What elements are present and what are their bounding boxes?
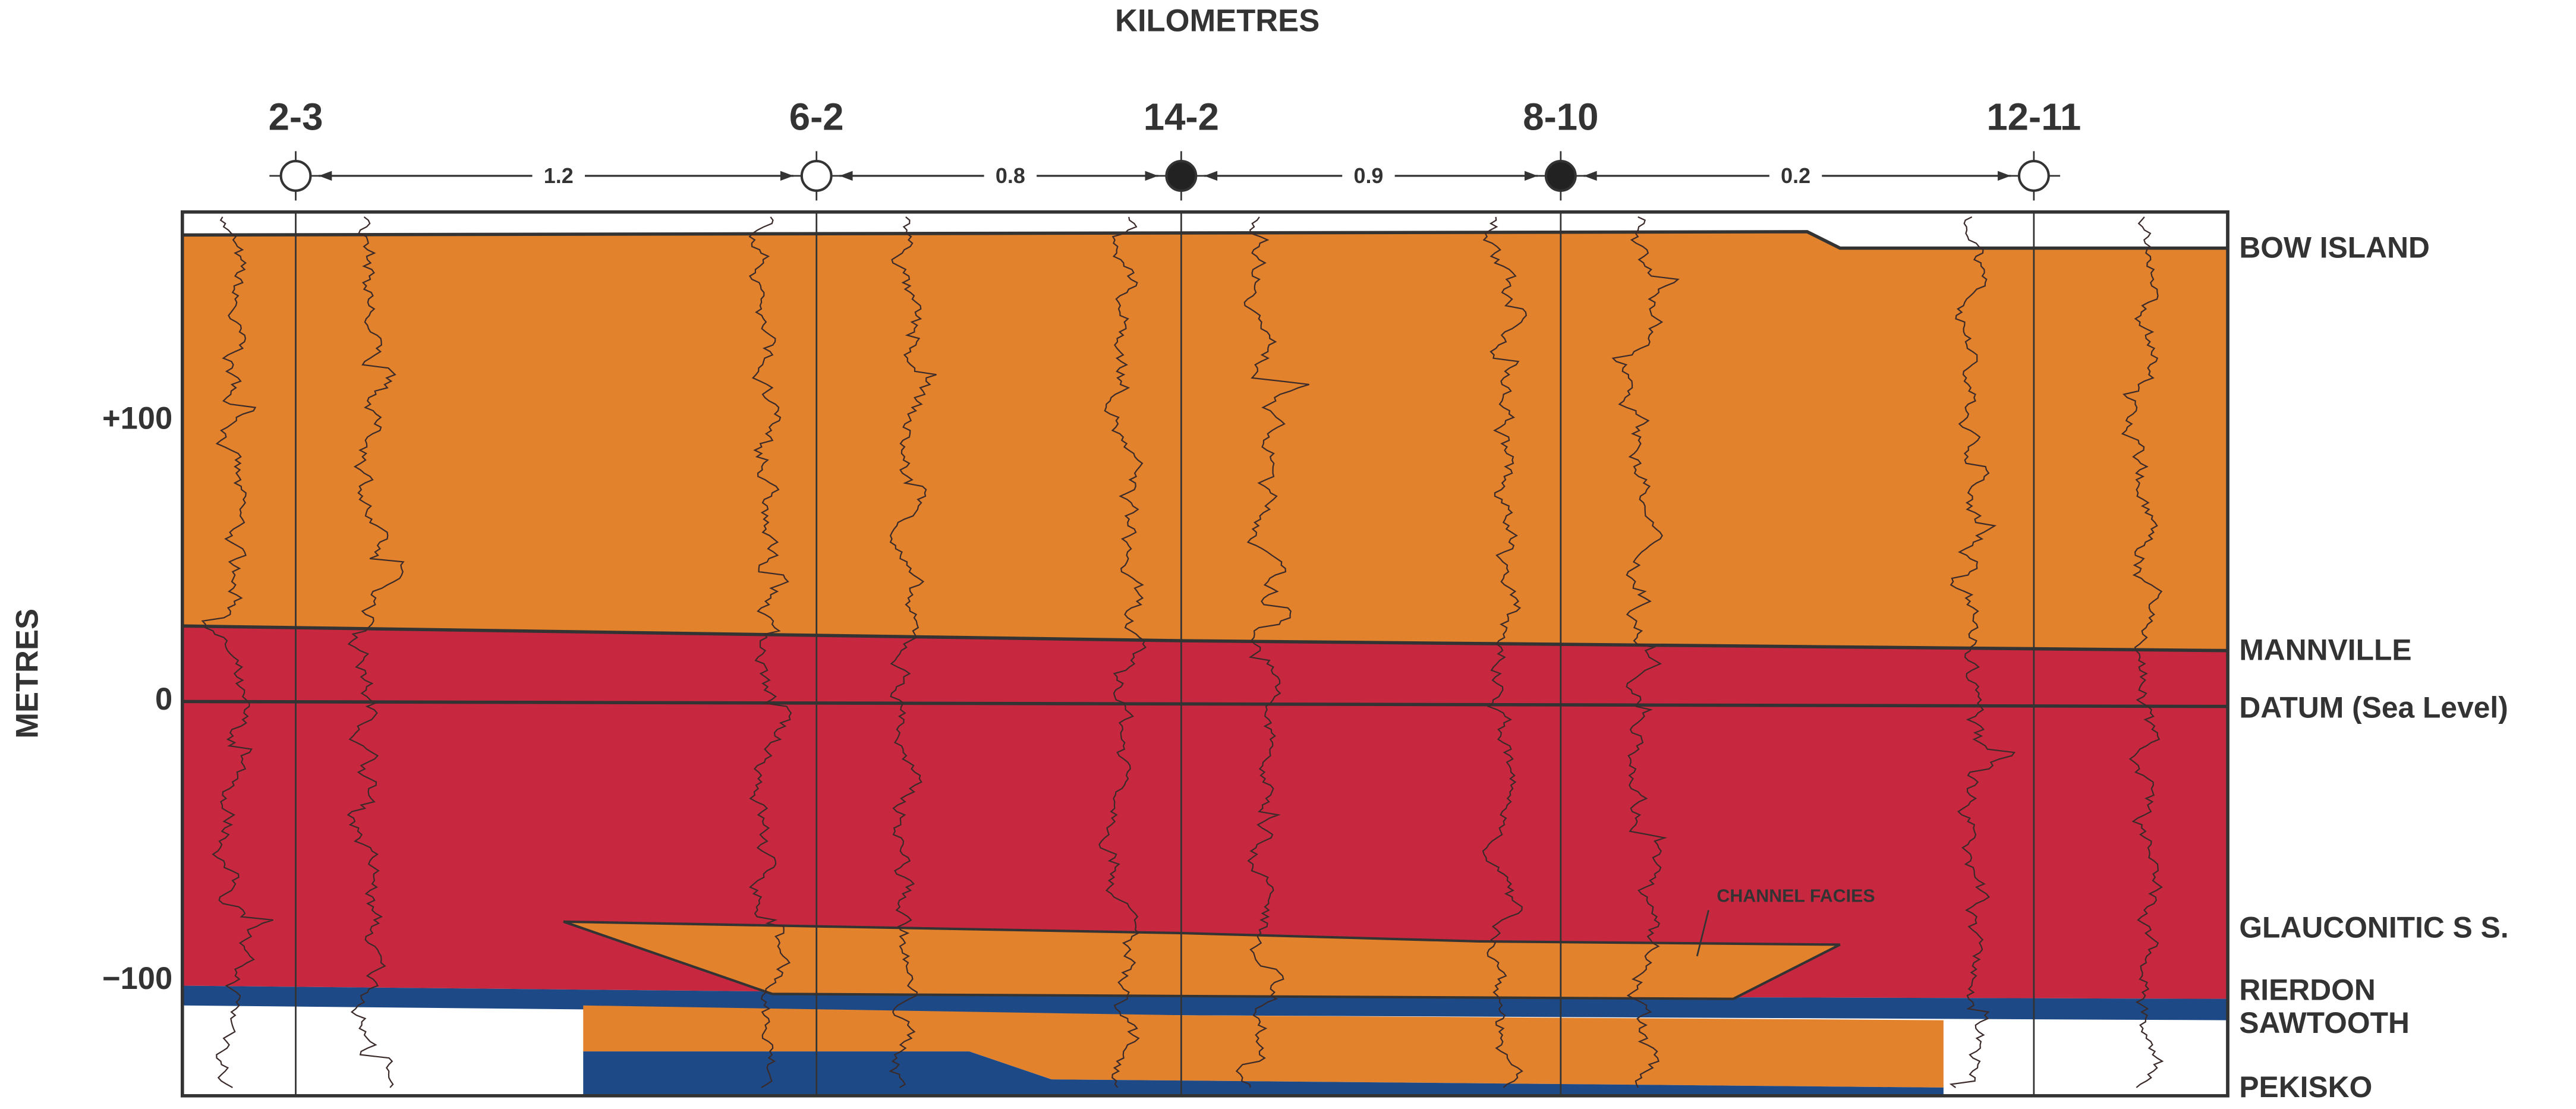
well-symbol: [281, 161, 311, 191]
formation-label: DATUM (Sea Level): [2239, 691, 2508, 724]
title: KILOMETRES: [1115, 4, 1320, 39]
well-label: 2-3: [269, 96, 323, 138]
formation-label: RIERDON: [2239, 973, 2375, 1007]
layers: [182, 212, 2228, 1096]
well-symbol: [802, 161, 832, 191]
formation-label: PEKISKO: [2239, 1070, 2372, 1104]
well-symbol: [1166, 161, 1196, 191]
distance-label: 0.9: [1353, 163, 1383, 188]
formation-label: BOW ISLAND: [2239, 231, 2430, 264]
well-label: 12-11: [1986, 96, 2081, 138]
wells: 1.2 0.8 0.9 0.2 2-3 6-2 14-2 8-10 12-11: [269, 96, 2081, 201]
annotation: CHANNEL FACIES: [1717, 886, 1875, 906]
depth-tick: −100: [102, 961, 172, 996]
page: KILOMETRES METRES 1.2 0.8 0.9 0.2 2-3 6-2 14-2…: [0, 0, 2576, 1109]
formation-label: GLAUCONITIC S S.: [2239, 911, 2508, 944]
well-symbol: [2019, 161, 2049, 191]
well-label: 8-10: [1523, 96, 1598, 138]
cross-section: KILOMETRES METRES 1.2 0.8 0.9 0.2 2-3 6-2 14-2…: [0, 0, 2576, 1109]
well-symbol: [1546, 161, 1576, 191]
well-label: 6-2: [789, 96, 844, 138]
formation-label: MANNVILLE: [2239, 634, 2411, 667]
axis-label: METRES: [10, 609, 45, 739]
layer-bow-island: [182, 232, 2228, 651]
distance-label: 1.2: [544, 163, 574, 188]
depth-tick: +100: [102, 401, 172, 436]
distance-label: 0.2: [1781, 163, 1810, 188]
distance-label: 0.8: [996, 163, 1025, 188]
well-label: 14-2: [1144, 96, 1219, 138]
depth-tick: 0: [155, 682, 172, 717]
formation-label: SAWTOOTH: [2239, 1006, 2410, 1039]
